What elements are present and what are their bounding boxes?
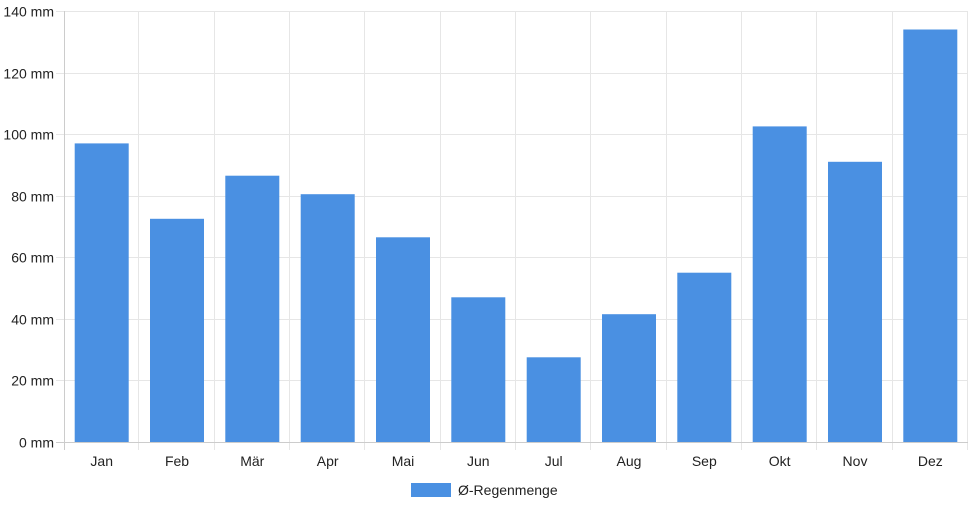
- legend-label: Ø-Regenmenge: [458, 482, 558, 498]
- bar-mär[interactable]: [225, 175, 280, 442]
- x-tick-label: Apr: [317, 453, 339, 469]
- y-tick-label: 20 mm: [11, 373, 54, 389]
- x-tick-label: Sep: [692, 453, 717, 469]
- x-tick-label: Mär: [240, 453, 264, 469]
- bar-sep[interactable]: [677, 272, 732, 442]
- x-tick-label: Nov: [843, 453, 868, 469]
- y-tick-label: 100 mm: [3, 127, 54, 143]
- x-tick-label: Dez: [918, 453, 943, 469]
- y-tick-label: 60 mm: [11, 250, 54, 266]
- y-tick-label: 40 mm: [11, 312, 54, 328]
- y-tick-label: 140 mm: [3, 4, 54, 20]
- bars-layer: [74, 29, 958, 443]
- grid-layer: [56, 11, 968, 450]
- x-tick-label: Okt: [769, 453, 791, 469]
- labels-layer: 0 mm 20 mm 40 mm 60 mm 80 mm 100 mm 120 mm 140 …: [3, 4, 942, 470]
- bar-okt[interactable]: [752, 126, 807, 443]
- legend[interactable]: Ø-Regenmenge: [411, 482, 558, 498]
- x-tick-label: Aug: [617, 453, 642, 469]
- x-tick-label: Jun: [467, 453, 490, 469]
- bar-feb[interactable]: [150, 218, 204, 442]
- y-tick-label: 120 mm: [3, 66, 54, 82]
- bar-aug[interactable]: [602, 314, 656, 442]
- bar-apr[interactable]: [300, 194, 355, 442]
- x-tick-label: Feb: [165, 453, 189, 469]
- y-tick-label: 80 mm: [11, 189, 54, 205]
- bar-mai[interactable]: [376, 237, 430, 442]
- bar-nov[interactable]: [828, 161, 882, 443]
- legend-swatch: [411, 483, 451, 497]
- x-tick-label: Mai: [392, 453, 415, 469]
- x-tick-label: Jul: [545, 453, 563, 469]
- x-tick-label: Jan: [90, 453, 113, 469]
- axis-layer: [56, 11, 968, 450]
- bar-dez[interactable]: [903, 29, 958, 443]
- bar-jan[interactable]: [74, 143, 129, 442]
- y-tick-label: 0 mm: [19, 435, 54, 451]
- bar-jul[interactable]: [526, 357, 581, 442]
- bar-jun[interactable]: [451, 297, 506, 442]
